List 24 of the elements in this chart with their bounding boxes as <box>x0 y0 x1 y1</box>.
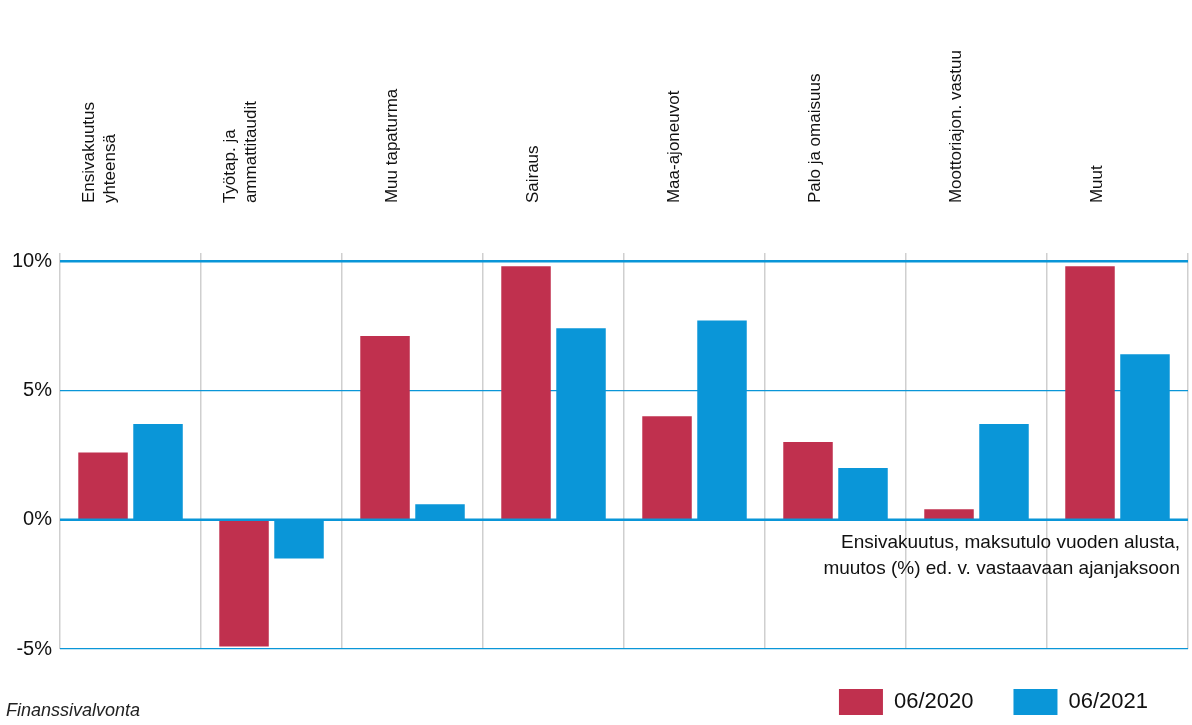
text: Finanssivalvonta <box>6 700 141 721</box>
x-tick-label: Maa-ajoneuvot <box>663 90 683 204</box>
bar <box>642 416 692 520</box>
x-tick-label: Muut <box>1086 165 1106 204</box>
x-tick-label: Moottoriajon. vastuu <box>945 49 965 204</box>
bar <box>78 452 128 520</box>
x-tick-label: Muu tapaturma <box>381 88 401 204</box>
legend-label: 06/2020 <box>893 688 974 714</box>
bar <box>501 266 551 520</box>
x-tick-label: Työtap. ja ammattitaudit <box>220 100 260 204</box>
bar <box>219 520 269 647</box>
x-tick-label: Palo ja omaisuus <box>804 73 824 204</box>
y-tick-label: -5% <box>16 636 53 659</box>
y-tick-label: 0% <box>23 507 53 530</box>
bar <box>783 442 833 520</box>
x-tick-label: Ensivakuutus yhteensä <box>79 101 119 204</box>
bar <box>1065 266 1115 520</box>
legend-label: 06/2021 <box>1068 688 1149 714</box>
bar <box>924 509 974 520</box>
y-tick-label: 10% <box>12 248 53 271</box>
annotation: Ensivakuutus, maksutulo vuoden alusta, muutos (%) ed. v. vastaavaan ajanjaksoon <box>823 531 1180 579</box>
y-tick-label: 5% <box>23 377 53 400</box>
bar <box>360 336 410 520</box>
x-tick-label: Sairaus <box>522 145 542 204</box>
